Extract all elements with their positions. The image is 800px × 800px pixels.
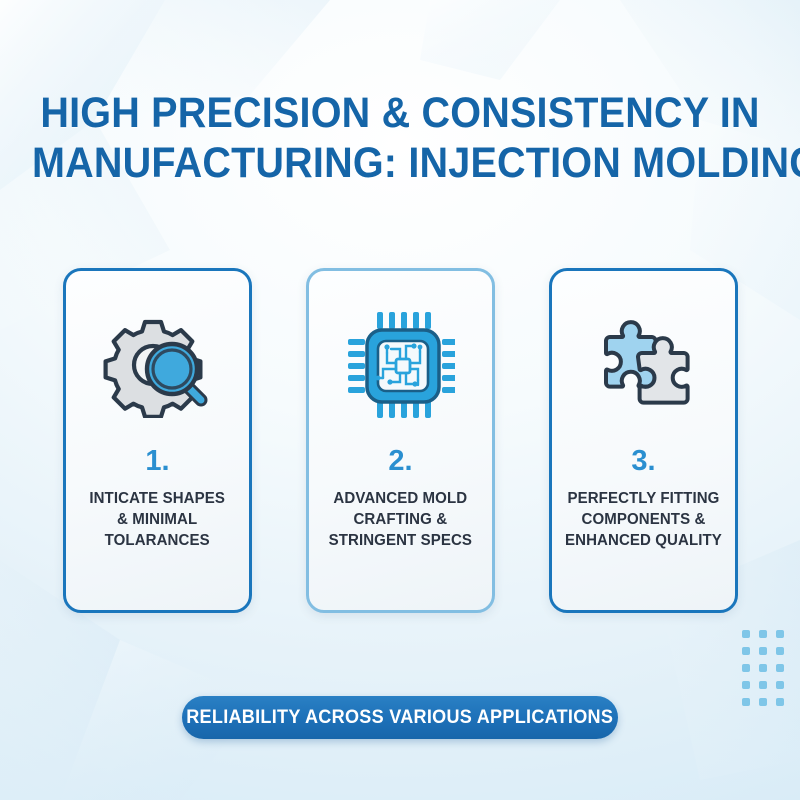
grid-dot [776,630,784,638]
grid-dot [742,664,750,672]
grid-dot [759,681,767,689]
grid-dot [776,647,784,655]
grid-dot [759,664,767,672]
card-label: ADVANCED MOLD CRAFTING & STRINGENT SPECS [328,490,473,549]
grid-dot [742,698,750,706]
gear-magnifier-icon [99,305,217,425]
card-label: PERFECTLY FITTING COMPONENTS & ENHANCED … [565,490,722,549]
page-title: HIGH PRECISION & CONSISTENCY IN MANUFACT… [0,88,800,188]
microchip-icon [347,305,455,425]
card-label: INTICATE SHAPES & MINIMAL TOLARANCES [89,490,226,549]
grid-dot [759,698,767,706]
grid-dot [759,647,767,655]
card-number: 2. [388,445,413,477]
card-number: 3. [631,445,656,477]
bottom-banner[interactable]: RELIABILITY ACROSS VARIOUS APPLICATIONS [182,696,618,739]
grid-dot [776,698,784,706]
grid-dot [776,681,784,689]
dot-grid-decoration [742,630,784,706]
grid-dot [776,664,784,672]
bottom-banner-label: RELIABILITY ACROSS VARIOUS APPLICATIONS [186,706,614,728]
feature-card-2[interactable]: 2. ADVANCED MOLD CRAFTING & STRINGENT SP… [306,268,495,613]
title-line-2: MANUFACTURING: INJECTION MOLDING [32,139,800,187]
grid-dot [742,681,750,689]
grid-dot [759,630,767,638]
feature-card-3[interactable]: 3. PERFECTLY FITTING COMPONENTS & ENHANC… [549,268,738,613]
card-number: 1. [145,445,170,477]
title-line-1: HIGH PRECISION & CONSISTENCY IN [40,89,760,137]
grid-dot [742,647,750,655]
feature-card-1[interactable]: 1. INTICATE SHAPES & MINIMAL TOLARANCES [63,268,252,613]
feature-card-list: 1. INTICATE SHAPES & MINIMAL TOLARANCES [63,268,738,613]
puzzle-pieces-icon [588,305,700,425]
grid-dot [742,630,750,638]
